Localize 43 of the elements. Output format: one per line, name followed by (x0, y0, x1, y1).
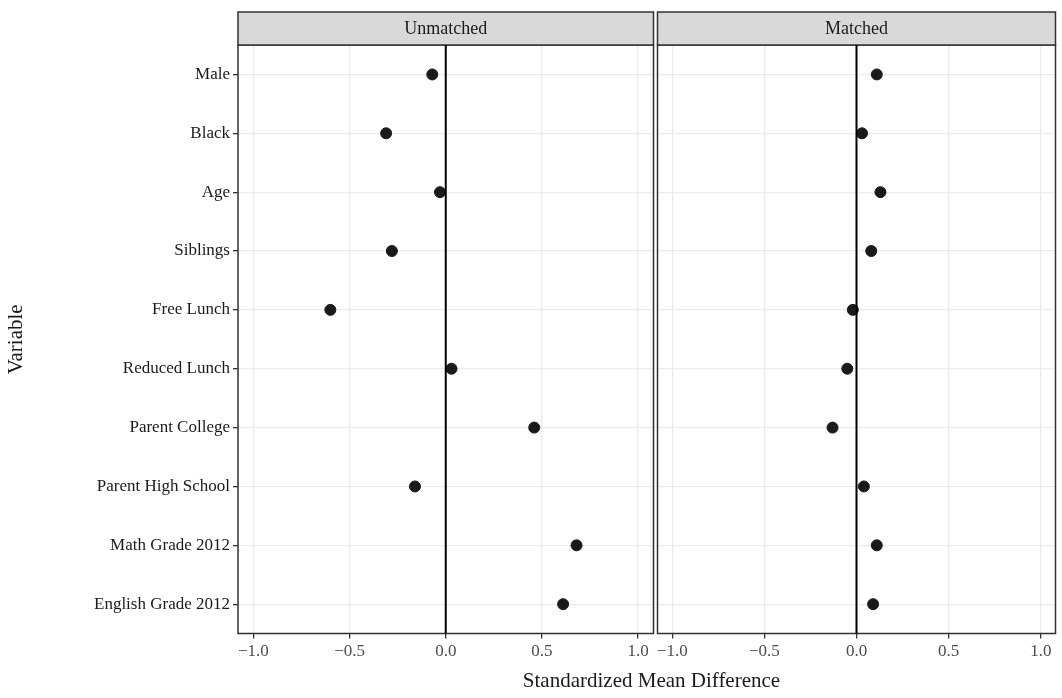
y-tick-label: English Grade 2012 (94, 593, 230, 613)
point (826, 421, 839, 434)
point (857, 480, 870, 493)
point (870, 68, 883, 81)
point (380, 127, 393, 140)
point (841, 362, 854, 375)
point (528, 421, 541, 434)
x-tick-label: 0.5 (531, 641, 553, 661)
y-tick-label: Free Lunch (152, 299, 231, 319)
y-tick-label: Parent High School (96, 475, 231, 495)
x-tick-label: −0.5 (748, 641, 780, 661)
y-tick-label: Math Grade 2012 (110, 534, 230, 554)
chart-title: Matched (825, 17, 888, 38)
y-axis-title: Variable (3, 304, 28, 375)
point (445, 362, 458, 375)
point (324, 303, 337, 316)
x-tick-label: 0.5 (938, 641, 960, 661)
y-tick-label: Age (201, 181, 230, 201)
point (874, 186, 887, 199)
x-tick-label: 1.0 (1030, 641, 1052, 661)
x-tick-label: 1.0 (627, 641, 649, 661)
y-tick-label: Reduced Lunch (122, 358, 231, 378)
point (408, 480, 421, 493)
x-tick-label: −0.5 (334, 641, 365, 661)
x-tick-label: 0.0 (845, 641, 868, 661)
point (426, 68, 439, 81)
point (867, 598, 880, 611)
x-tick-label: 0.0 (435, 641, 457, 661)
x-tick-label: −1.0 (237, 641, 269, 661)
point (865, 245, 878, 258)
point (385, 245, 398, 258)
point (870, 539, 883, 552)
point (570, 539, 583, 552)
y-tick-label: Black (190, 122, 231, 142)
point (856, 127, 869, 140)
y-tick-label: Parent College (129, 417, 230, 437)
point (433, 186, 446, 199)
x-tick-label: −1.0 (656, 641, 688, 661)
y-tick-label: Male (195, 63, 230, 83)
y-tick-label: Siblings (174, 240, 230, 260)
x-axis-title: Standardized Mean Difference (521, 668, 782, 693)
chart-title: Unmatched (404, 17, 488, 38)
point (557, 598, 570, 611)
